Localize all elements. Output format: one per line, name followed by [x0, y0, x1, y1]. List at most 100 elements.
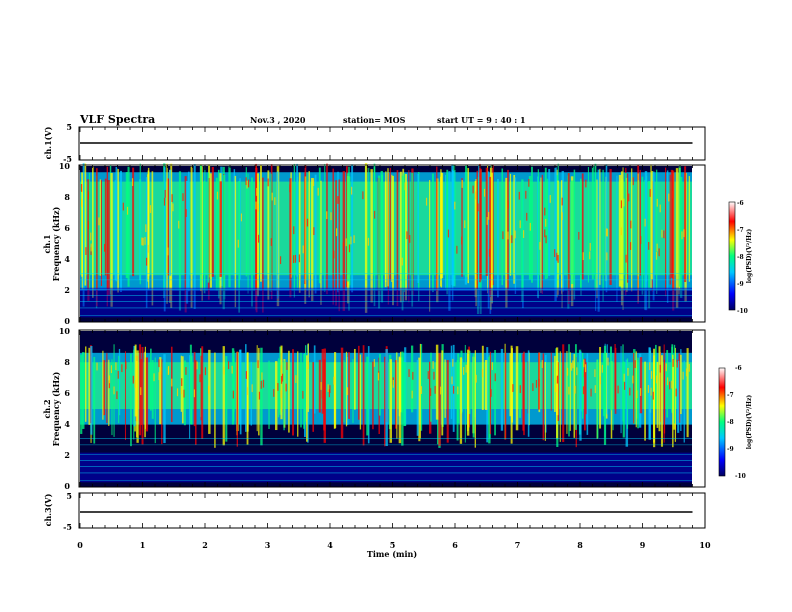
spectrogram-cell — [556, 360, 559, 416]
spectrogram-cell — [446, 169, 449, 295]
spectrogram-cell — [488, 176, 492, 298]
spectrogram-cell — [447, 229, 450, 238]
spectrogram-cell — [115, 362, 117, 371]
spectrogram-cell — [85, 346, 87, 422]
spectrogram-cell — [338, 179, 340, 312]
spectrogram-cell — [207, 172, 210, 283]
spectrogram-cell — [306, 218, 309, 227]
spectrogram-cell — [201, 346, 204, 439]
ch1-colorbar-label: log(PSD)(V²/Hz) — [746, 229, 753, 284]
spectrogram-cell — [622, 167, 624, 310]
spectrogram-cell — [327, 384, 329, 393]
spectrogram-cell — [332, 168, 334, 305]
spectrogram-cell — [589, 251, 591, 260]
spectrogram-cell — [401, 257, 403, 266]
spectrogram-cell — [448, 171, 451, 311]
spectrogram-cell — [429, 179, 431, 312]
spectrogram-cell — [659, 204, 661, 213]
spectrogram-cell — [606, 228, 608, 237]
spectrogram-cell — [461, 180, 463, 188]
spectrogram-cell — [362, 345, 365, 446]
ch1-spectrogram-ylabel-channel: ch.1 — [42, 234, 52, 253]
spectrogram-cell — [581, 352, 584, 419]
spectrogram-cell — [472, 353, 475, 438]
spectrogram-cell — [96, 362, 98, 371]
spectrogram-cell — [245, 167, 247, 277]
spectrogram-cell — [568, 386, 570, 395]
spectrogram-cell — [408, 369, 410, 377]
ch1-spectrogram-ylabel: Frequency (kHz) — [51, 206, 61, 281]
spectrogram-cell — [199, 374, 201, 383]
spectrogram-cell — [656, 361, 659, 428]
spectrogram-cell — [544, 361, 546, 441]
spectrogram-cell — [655, 169, 658, 294]
spectrogram-cell — [639, 169, 641, 276]
spectrogram-cell — [169, 169, 172, 276]
spectrogram-cell — [166, 163, 168, 304]
spectrogram-cell — [665, 363, 667, 372]
spectrogram-cell — [99, 179, 101, 276]
spectrogram-cell — [90, 232, 92, 241]
spectrogram-cell — [145, 177, 148, 308]
spectrogram-cell — [378, 353, 381, 416]
spectrogram-cell — [372, 361, 374, 430]
spectrogram-cell — [285, 383, 287, 392]
spectrogram-cell — [276, 171, 279, 299]
spectrogram-cell — [481, 345, 484, 410]
spectrogram-cell — [199, 164, 202, 290]
ch2-colorbar-tick-neg7: -7 — [727, 392, 734, 399]
spectrogram-cell — [587, 167, 589, 283]
x-tick-label: 3 — [265, 540, 271, 550]
spectrogram-cell — [283, 360, 285, 431]
spectrogram-cell — [385, 349, 388, 447]
spectrogram-cell — [641, 176, 644, 295]
spectrogram-cell — [134, 379, 136, 388]
spectrogram-cell — [522, 230, 525, 238]
spectrogram-cell — [507, 200, 509, 209]
spectrogram-cell — [620, 227, 622, 236]
spectrogram-cell — [345, 351, 348, 427]
spectrogram-cell — [151, 171, 154, 306]
spectrogram-cell — [251, 177, 253, 307]
spectrogram-cell — [255, 166, 257, 302]
spectrogram-cell — [260, 165, 262, 282]
spectrogram-cell — [333, 376, 335, 385]
spectrogram-cell — [560, 180, 563, 294]
spectrogram-cell — [270, 173, 272, 292]
spectrogram-cell — [317, 187, 319, 196]
spectrogram-cell — [622, 361, 625, 438]
spectrogram-cell — [281, 373, 284, 382]
spectrogram-cell — [321, 390, 323, 399]
spectrogram-cell — [273, 389, 275, 397]
spectrogram-cell — [351, 186, 353, 195]
spectrogram-cell — [267, 178, 269, 187]
spectrogram-cell — [537, 169, 540, 299]
spectrogram-cell — [476, 170, 478, 290]
spectrogram-cell — [144, 236, 146, 245]
spectrogram-cell — [124, 351, 127, 441]
spectrogram-cell — [373, 210, 376, 219]
spectrogram-cell — [117, 168, 119, 293]
ch2-ytick-10: 10 — [59, 326, 71, 336]
spectrogram-cell — [594, 385, 596, 394]
spectrogram-cell — [663, 230, 665, 239]
spectrogram-cell — [464, 344, 466, 443]
spectrogram-cell — [401, 175, 404, 311]
spectrogram-cell — [430, 352, 432, 422]
spectrogram-cell — [237, 239, 239, 248]
spectrogram-cell — [597, 169, 600, 312]
spectrogram-cell — [91, 166, 94, 298]
spectrogram-cell — [246, 387, 249, 396]
spectrogram-cell — [346, 173, 350, 282]
spectrogram-cell — [201, 166, 203, 301]
spectrogram-cell — [312, 362, 315, 432]
spectrogram-cell — [140, 387, 142, 396]
spectrogram-cell — [644, 218, 646, 227]
spectrogram-cell — [142, 237, 144, 246]
spectrogram-cell — [491, 362, 493, 370]
spectrogram-cell — [292, 349, 294, 436]
spectrogram-cell — [293, 255, 295, 264]
spectrogram-cell — [640, 388, 642, 396]
spectrogram-cell — [232, 390, 234, 399]
